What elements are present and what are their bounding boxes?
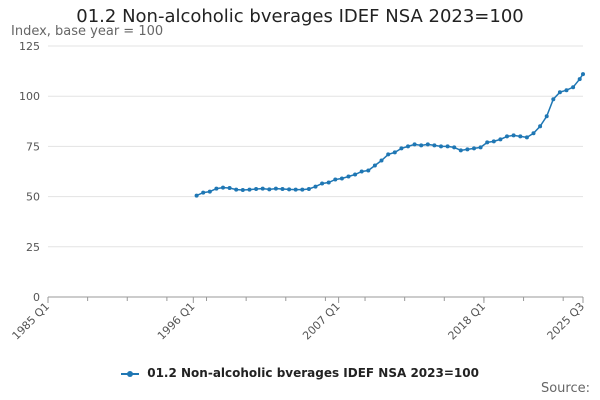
x-tick-label: 1985 Q1: [10, 300, 53, 343]
y-tick-label: 125: [19, 40, 40, 53]
data-point[interactable]: [538, 124, 543, 129]
y-tick-label: 100: [19, 90, 40, 103]
data-point[interactable]: [439, 144, 443, 149]
data-point[interactable]: [267, 187, 272, 192]
data-point[interactable]: [320, 181, 325, 186]
x-tick-label: 2018 Q1: [446, 300, 489, 343]
data-point[interactable]: [313, 184, 318, 189]
data-point[interactable]: [353, 172, 358, 177]
y-axis: 0 25 50 75 100 125: [19, 40, 40, 304]
data-point[interactable]: [557, 90, 562, 95]
series-group: [194, 72, 585, 198]
data-point[interactable]: [359, 169, 364, 174]
data-point[interactable]: [445, 144, 450, 149]
data-point[interactable]: [227, 186, 232, 190]
data-point[interactable]: [478, 145, 483, 150]
y-tick-label: 25: [26, 241, 40, 254]
data-point[interactable]: [366, 168, 371, 173]
data-point[interactable]: [306, 187, 311, 191]
y-tick-label: 50: [26, 191, 40, 204]
data-point[interactable]: [346, 174, 351, 179]
data-point[interactable]: [551, 97, 556, 102]
data-point[interactable]: [432, 143, 437, 148]
data-point[interactable]: [339, 176, 344, 181]
series-line: [196, 73, 584, 197]
legend-label: 01.2 Non-alcoholic bverages IDEF NSA 202…: [147, 366, 479, 380]
data-point[interactable]: [300, 187, 305, 192]
data-point[interactable]: [260, 186, 265, 191]
chart-title: 01.2 Non-alcoholic bverages IDEF NSA 202…: [76, 6, 524, 27]
legend-swatch-icon: [121, 369, 140, 379]
data-point[interactable]: [207, 189, 212, 194]
data-point[interactable]: [406, 144, 410, 149]
data-point[interactable]: [452, 145, 457, 150]
gridlines: [48, 45, 583, 298]
data-point[interactable]: [386, 152, 391, 157]
data-point[interactable]: [194, 193, 199, 198]
data-point[interactable]: [465, 147, 470, 152]
legend[interactable]: 01.2 Non-alcoholic bverages IDEF NSA 202…: [0, 366, 600, 380]
data-point[interactable]: [201, 190, 206, 195]
data-point[interactable]: [458, 148, 463, 153]
x-tick-label: 1996 Q1: [155, 300, 198, 343]
data-point[interactable]: [564, 88, 569, 93]
data-point[interactable]: [577, 77, 582, 82]
data-point[interactable]: [333, 177, 338, 182]
data-point[interactable]: [399, 146, 404, 151]
data-point[interactable]: [581, 72, 585, 77]
y-tick-label: 75: [26, 140, 40, 153]
data-point[interactable]: [498, 137, 503, 142]
data-point[interactable]: [234, 187, 239, 192]
data-point[interactable]: [221, 185, 225, 190]
data-point[interactable]: [571, 85, 576, 90]
data-point[interactable]: [505, 134, 509, 139]
data-point[interactable]: [254, 187, 259, 191]
data-point[interactable]: [419, 143, 424, 148]
data-point[interactable]: [544, 114, 549, 119]
data-point[interactable]: [491, 139, 496, 144]
data-point[interactable]: [511, 133, 516, 138]
x-axis: 1985 Q1 1996 Q1 2007 Q1 2018 Q1 2025 Q3: [10, 297, 588, 343]
x-tick-label: 2007 Q1: [300, 300, 343, 343]
data-point[interactable]: [293, 187, 298, 192]
data-point[interactable]: [485, 140, 490, 145]
data-point[interactable]: [280, 187, 285, 191]
y-tick-label: 0: [33, 291, 40, 304]
data-point[interactable]: [531, 131, 536, 136]
x-tick-label: 2025 Q3: [545, 300, 588, 343]
data-point[interactable]: [326, 180, 331, 185]
data-point[interactable]: [392, 150, 397, 155]
data-point[interactable]: [412, 142, 417, 147]
data-point[interactable]: [379, 158, 384, 163]
data-point[interactable]: [425, 142, 430, 147]
data-point[interactable]: [518, 134, 523, 139]
data-point[interactable]: [214, 186, 219, 191]
source-label: Source:: [540, 381, 590, 396]
data-point[interactable]: [372, 163, 377, 168]
chart-subtitle: Index, base year = 100: [11, 24, 164, 39]
data-point[interactable]: [524, 135, 529, 140]
data-point[interactable]: [273, 186, 278, 191]
data-point[interactable]: [472, 146, 476, 151]
data-point[interactable]: [247, 187, 252, 192]
data-point[interactable]: [287, 187, 292, 192]
data-point[interactable]: [240, 188, 245, 192]
